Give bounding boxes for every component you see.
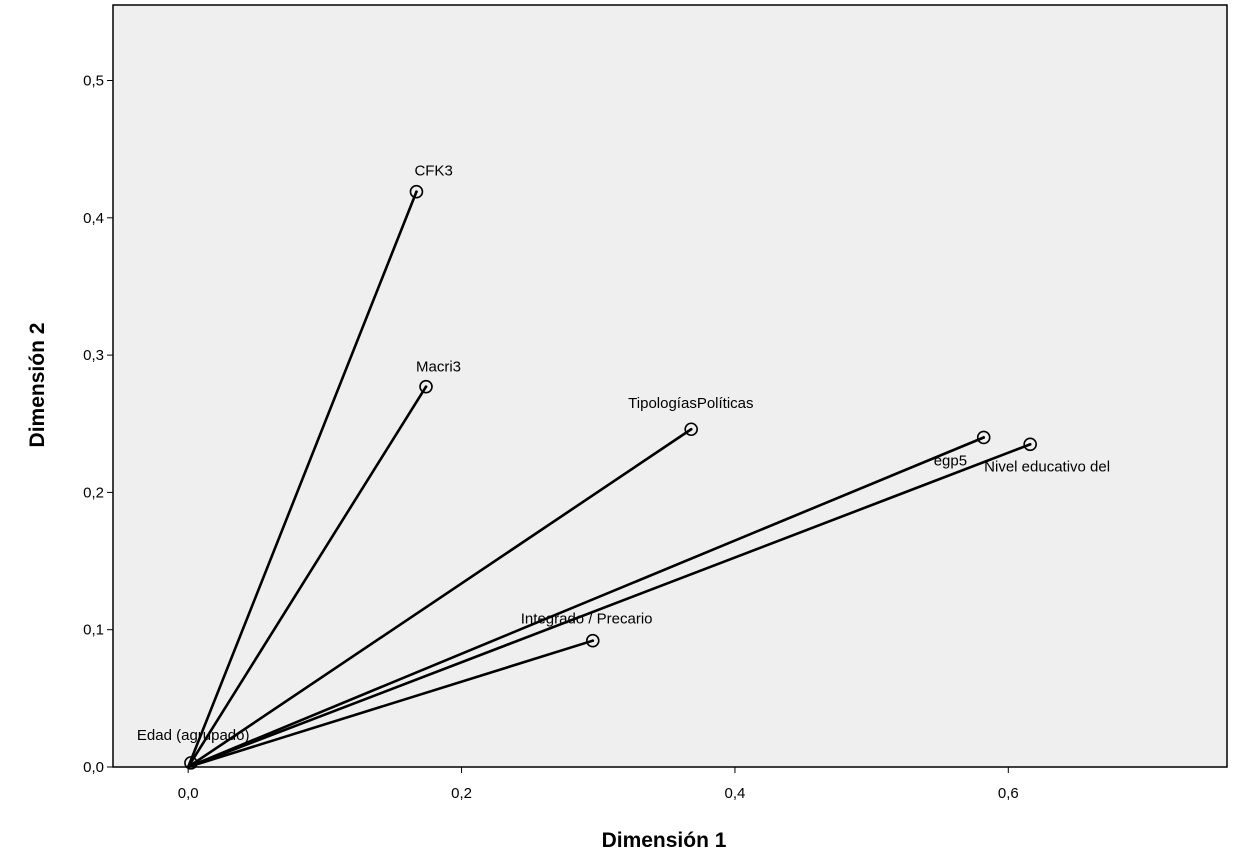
point-label: TipologíasPolíticas (628, 395, 753, 412)
vector-endpoint (419, 379, 433, 394)
point-label: CFK3 (414, 163, 452, 180)
x-tick-label: 0,2 (451, 785, 472, 802)
x-tick-label: 0,4 (724, 785, 745, 802)
vector-endpoint (1023, 437, 1037, 452)
point-label: Integrado / Precario (521, 611, 653, 628)
x-tick-label: 0,6 (998, 785, 1019, 802)
y-tick-label: 0,4 (83, 210, 104, 227)
vector-line (186, 639, 595, 769)
point-label: Macri3 (416, 359, 461, 376)
vector-endpoint-dot (689, 427, 693, 431)
vector-endpoint (684, 422, 698, 437)
vector-endpoint (585, 633, 600, 648)
vector-line (186, 190, 418, 769)
vector-endpoint (976, 430, 991, 445)
x-tick-label: 0,0 (178, 785, 199, 802)
x-axis-title: Dimensión 1 (602, 829, 727, 852)
vector-line (186, 385, 428, 769)
vector-endpoint-dot (982, 436, 985, 439)
vector-line (186, 436, 985, 769)
y-tick-label: 0,5 (83, 73, 104, 90)
y-tick-label: 0,1 (83, 622, 104, 639)
vector-endpoint-dot (1028, 443, 1032, 446)
point-label: Nivel educativo del (984, 458, 1110, 475)
y-axis-title: Dimensión 2 (26, 323, 49, 448)
vector-endpoint-dot (189, 761, 193, 765)
vector-endpoint (184, 756, 198, 770)
vector-endpoint-dot (591, 639, 595, 642)
y-tick-label: 0,3 (83, 347, 104, 364)
point-label: Edad (agrupado) (137, 727, 250, 744)
y-tick-label: 0,0 (83, 759, 104, 776)
loading-vectors (184, 184, 1037, 770)
y-tick-label: 0,2 (83, 484, 104, 501)
vector-endpoint-dot (415, 190, 418, 194)
vector-endpoint-dot (424, 385, 428, 388)
point-labels: CFK3 Macri3 TipologíasPolíticas egp5 Nivel e… (137, 163, 1110, 744)
axis-ticks: 0,0 0,2 0,4 0,6 0,0 0,1 0,2 0,3 0,4 0,5 (83, 73, 1019, 802)
plot-area (112, 4, 1228, 768)
vector-line (186, 427, 693, 769)
vector-endpoint (409, 184, 424, 199)
vector-line (186, 443, 1032, 769)
point-label: egp5 (934, 452, 967, 469)
